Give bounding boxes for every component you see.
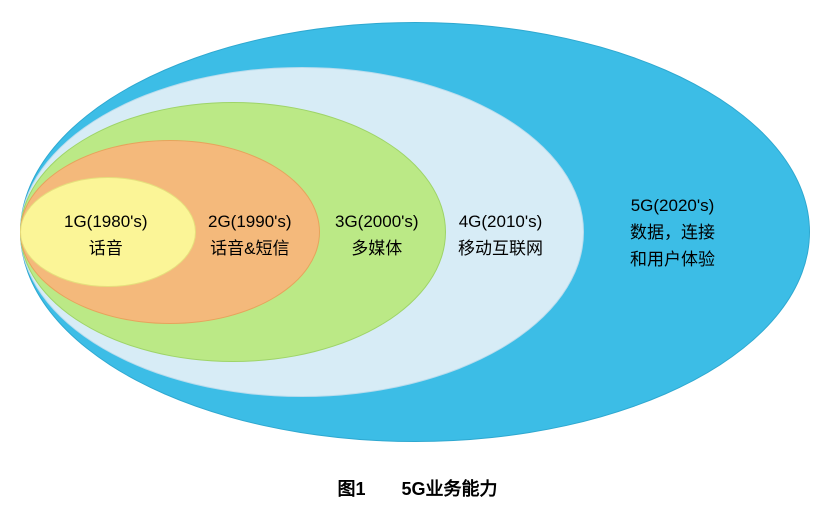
label-3g: 3G(2000's)多媒体	[335, 208, 419, 262]
label-desc-4g: 移动互联网	[458, 235, 543, 262]
label-desc-5g: 数据，连接	[630, 219, 715, 246]
label-1g: 1G(1980's)话音	[64, 208, 148, 262]
label-title-4g: 4G(2010's)	[458, 208, 543, 235]
label-title-5g: 5G(2020's)	[630, 192, 715, 219]
label-desc-1g: 话音	[64, 235, 148, 262]
label-2g: 2G(1990's)话音&短信	[208, 208, 292, 262]
figure-caption: 图1 5G业务能力	[0, 475, 835, 501]
label-5g: 5G(2020's)数据，连接和用户体验	[630, 192, 715, 274]
nested-ellipse-diagram: 5G(2020's)数据，连接和用户体验 4G(2010's)移动互联网 3G(20…	[0, 0, 835, 470]
label-desc-3g: 多媒体	[335, 235, 419, 262]
label-desc-2g: 话音&短信	[208, 235, 292, 262]
label-title-3g: 3G(2000's)	[335, 208, 419, 235]
label-desc-5g-1: 和用户体验	[630, 246, 715, 273]
label-4g: 4G(2010's)移动互联网	[458, 208, 543, 262]
label-title-1g: 1G(1980's)	[64, 208, 148, 235]
label-title-2g: 2G(1990's)	[208, 208, 292, 235]
